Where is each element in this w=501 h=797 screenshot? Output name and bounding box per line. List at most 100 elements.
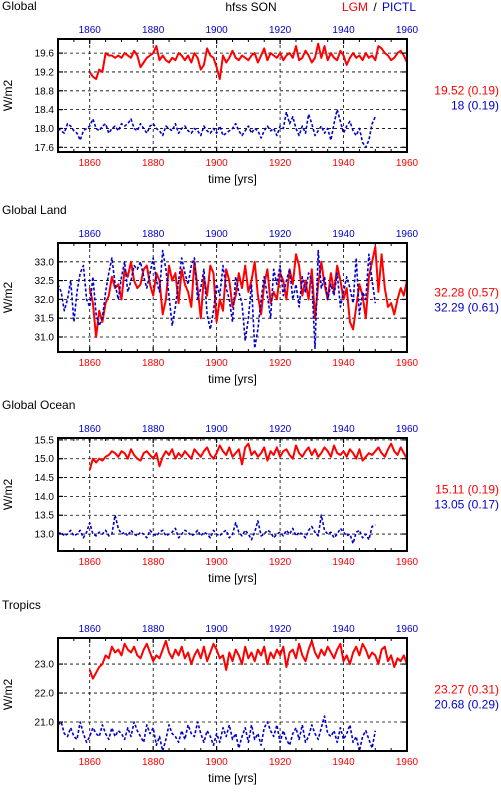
x-tick-label-bottom: 1920: [269, 557, 292, 568]
x-tick-label-top: 1960: [396, 624, 419, 635]
pictl-series-line: [57, 514, 376, 545]
lgm-legend-label: LGM: [342, 0, 368, 14]
y-tick-label: 18.8: [35, 86, 55, 97]
x-tick-label-top: 1900: [206, 424, 229, 435]
x-tick-label-top: 1960: [396, 424, 419, 435]
x-tick-label-top: 1920: [269, 624, 292, 635]
y-tick-label: 14.5: [35, 473, 55, 484]
pictl-stats: 20.68 (0.29): [434, 698, 499, 712]
x-tick-label-top: 1940: [332, 424, 355, 435]
x-tick-label-bottom: 1920: [269, 358, 292, 369]
y-tick-label: 14.0: [35, 492, 55, 503]
x-tick-label-top: 1860: [79, 624, 102, 635]
x-axis-label: time [yrs]: [208, 172, 257, 186]
x-tick-label-bottom: 1940: [332, 358, 355, 369]
y-tick-label: 13.0: [35, 530, 55, 541]
x-tick-label-top: 1880: [142, 624, 165, 635]
y-tick-label: 22.0: [35, 689, 55, 700]
panel-tropics: Tropics 1860 1860 1880 1880 1900 1900 1920 1920 1…: [1, 598, 499, 785]
panel-title: Global: [2, 0, 37, 13]
y-axis-label: W/m2: [1, 282, 15, 314]
x-tick-label-top: 1860: [79, 229, 102, 240]
lgm-series-line: [88, 639, 408, 680]
x-tick-label-bottom: 1880: [142, 557, 165, 568]
panel-global-land: Global Land 1860 1860 1880 1880 1900 1900 1920 1…: [1, 203, 499, 386]
x-tick-label-bottom: 1960: [396, 358, 419, 369]
panel-title: Global Land: [2, 203, 67, 217]
pictl-stats: 13.05 (0.17): [434, 498, 499, 512]
y-tick-label: 15.5: [35, 435, 55, 446]
x-tick-label-top: 1960: [396, 25, 419, 36]
x-tick-label-bottom: 1880: [142, 358, 165, 369]
y-tick-label: 18.0: [35, 124, 55, 135]
x-tick-label-top: 1940: [332, 229, 355, 240]
x-tick-label-top: 1860: [79, 25, 102, 36]
x-tick-label-bottom: 1900: [206, 757, 229, 768]
y-axis-label: W/m2: [1, 80, 15, 112]
x-tick-label-top: 1900: [206, 25, 229, 36]
x-tick-label-top: 1920: [269, 25, 292, 36]
x-tick-label-top: 1900: [206, 229, 229, 240]
x-tick-label-bottom: 1900: [206, 158, 229, 169]
x-tick-label-top: 1880: [142, 229, 165, 240]
variable-label: hfss SON: [225, 0, 276, 14]
x-tick-label-bottom: 1880: [142, 158, 165, 169]
x-tick-label-top: 1920: [269, 424, 292, 435]
x-tick-label-top: 1860: [79, 424, 102, 435]
x-tick-label-bottom: 1860: [79, 557, 102, 568]
y-tick-label: 13.5: [35, 511, 55, 522]
lgm-series-line: [88, 442, 408, 471]
x-axis-label: time [yrs]: [208, 771, 257, 785]
x-tick-label-bottom: 1960: [396, 557, 419, 568]
y-tick-label: 19.2: [35, 67, 55, 78]
x-tick-label-top: 1920: [269, 229, 292, 240]
y-tick-label: 15.0: [35, 454, 55, 465]
y-tick-label: 21.0: [35, 718, 55, 729]
x-tick-label-top: 1940: [332, 624, 355, 635]
y-tick-label: 19.6: [35, 49, 55, 60]
y-axis-label: W/m2: [1, 479, 15, 511]
panel-title: Global Ocean: [2, 398, 75, 412]
pictl-legend-label: PICTL: [382, 0, 416, 14]
y-tick-label: 18.4: [35, 105, 55, 116]
y-axis-label: W/m2: [1, 679, 15, 711]
lgm-stats: 23.27 (0.31): [434, 683, 499, 697]
x-tick-label-bottom: 1920: [269, 158, 292, 169]
y-tick-label: 31.0: [35, 332, 55, 343]
x-axis-label: time [yrs]: [208, 571, 257, 585]
x-tick-label-top: 1900: [206, 624, 229, 635]
x-tick-label-top: 1960: [396, 229, 419, 240]
y-tick-label: 31.5: [35, 314, 55, 325]
panel-title: Tropics: [2, 598, 41, 612]
x-tick-label-bottom: 1960: [396, 158, 419, 169]
x-tick-label-top: 1880: [142, 25, 165, 36]
x-tick-label-bottom: 1880: [142, 757, 165, 768]
pictl-stats: 32.29 (0.61): [434, 301, 499, 315]
x-tick-label-bottom: 1960: [396, 757, 419, 768]
x-tick-label-bottom: 1940: [332, 557, 355, 568]
x-tick-label-top: 1940: [332, 25, 355, 36]
panel-global: Global 1860 1860 1880 1880 1900 1900 1920 1920 19…: [1, 0, 499, 186]
x-tick-label-bottom: 1940: [332, 757, 355, 768]
x-tick-label-bottom: 1900: [206, 358, 229, 369]
x-tick-label-bottom: 1920: [269, 757, 292, 768]
y-tick-label: 32.5: [35, 276, 55, 287]
lgm-series-line: [88, 42, 408, 80]
x-tick-label-bottom: 1860: [79, 358, 102, 369]
legend-separator: /: [373, 0, 377, 14]
y-tick-label: 17.6: [35, 143, 55, 154]
y-tick-label: 32.0: [35, 295, 55, 306]
y-tick-label: 23.0: [35, 660, 55, 671]
plot-frame: [57, 242, 408, 353]
panel-global-ocean: Global Ocean 1860 1860 1880 1880 1900 1900 1920…: [1, 398, 499, 585]
pictl-stats: 18 (0.19): [451, 99, 499, 113]
pictl-series-line: [57, 108, 377, 149]
pictl-series-line: [57, 715, 377, 752]
x-axis-label: time [yrs]: [208, 372, 257, 386]
pictl-series-line: [57, 249, 377, 350]
lgm-stats: 15.11 (0.19): [435, 483, 499, 497]
x-tick-label-bottom: 1860: [79, 158, 102, 169]
y-tick-label: 33.0: [35, 257, 55, 268]
x-tick-label-bottom: 1900: [206, 557, 229, 568]
